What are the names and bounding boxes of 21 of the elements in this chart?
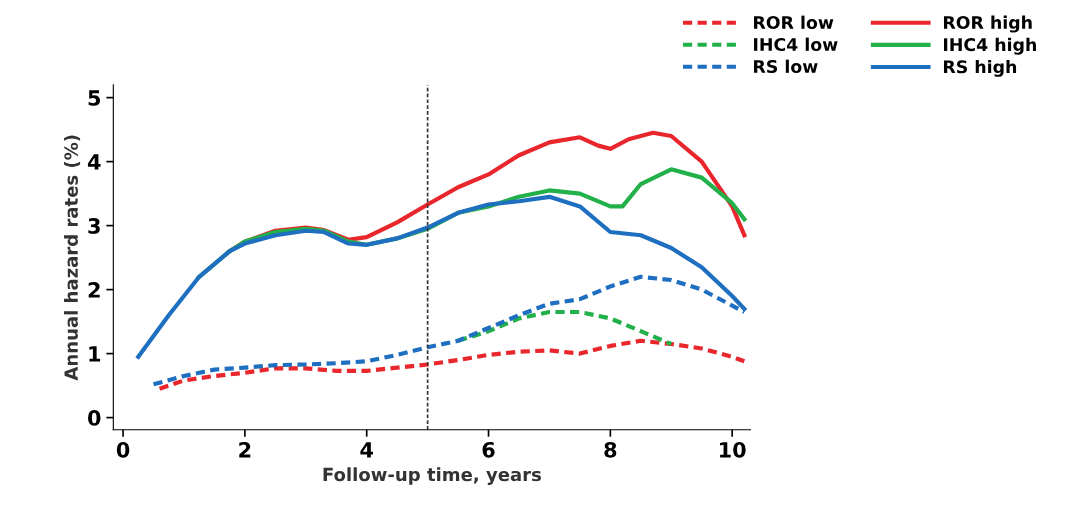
y-tick-label: 0 [88,410,101,426]
y-tick-label: 5 [88,90,101,106]
x-tick-label: 2 [239,441,251,458]
line-series [157,338,747,391]
y-axis-title: Annual hazard rates (%) [63,135,81,381]
x-axis-title: Follow-up time, years [323,467,541,485]
x-tick-label: 10 [720,441,746,458]
x-tick-label: 4 [360,442,373,458]
x-tick-label: 8 [604,441,617,458]
x-tick-label: 0 [116,441,130,458]
x-tick-label: 6 [482,441,495,458]
legend-label: ROR high [943,15,1032,33]
y-tick-label: 4 [87,154,101,170]
y-tick-label: 2 [88,282,100,298]
legend-label: RS high [943,59,1017,77]
y-tick-label: 3 [88,218,100,234]
legend-label: IHC4 high [943,37,1036,55]
y-tick-label: 1 [89,346,101,362]
legend-label: RS low [754,59,818,74]
legend-label: ROR low [754,15,834,30]
legend-label: IHC4 low [754,37,838,52]
